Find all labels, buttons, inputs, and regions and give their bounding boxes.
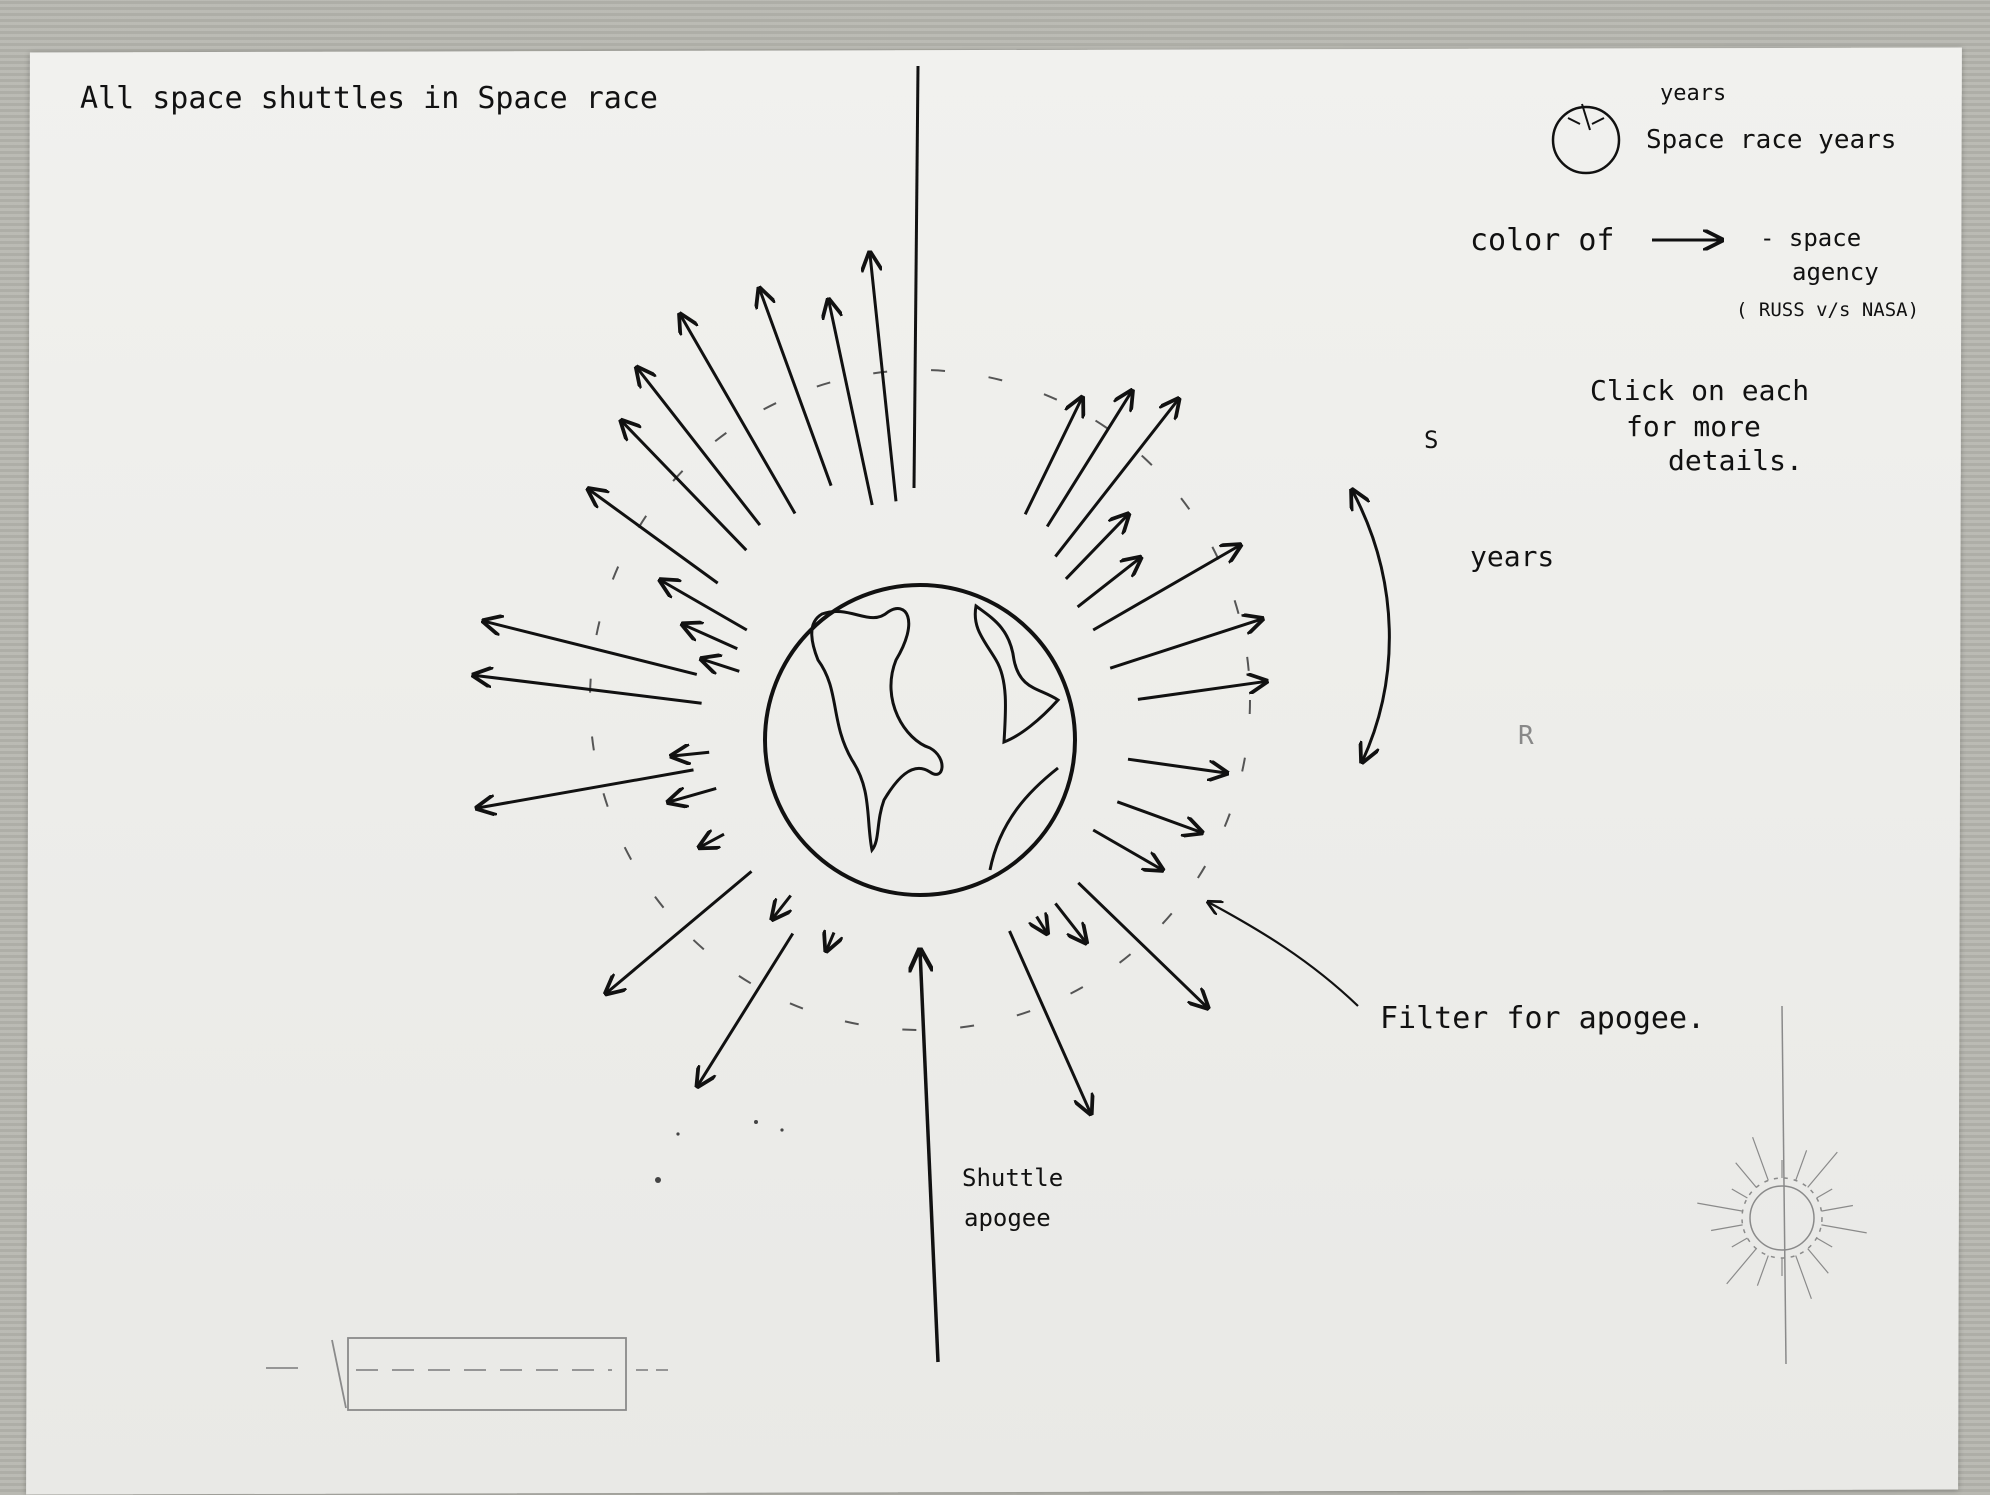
shuttle-arrow[interactable] <box>588 489 719 585</box>
apogee-arrow <box>920 950 940 1363</box>
shuttle-arrow[interactable] <box>660 580 748 632</box>
thumbnail-ray <box>1756 1255 1769 1286</box>
shuttle-arrow[interactable] <box>1023 397 1082 515</box>
thumbnail-ray <box>1795 1150 1808 1181</box>
years-side-label: years <box>1470 540 1554 573</box>
shuttle-arrow[interactable] <box>1092 828 1162 870</box>
years-range-arrow <box>1352 490 1391 762</box>
apogee-label-line1: Shuttle <box>962 1164 1063 1192</box>
thumbnail-ray <box>1731 1237 1748 1248</box>
thumbnail-ray <box>1697 1202 1743 1212</box>
page-title: All space shuttles in Space race <box>80 81 658 116</box>
shuttle-arrow[interactable] <box>1137 681 1267 701</box>
shuttle-arrow[interactable] <box>1054 902 1086 942</box>
thumbnail-ray <box>1807 1248 1829 1274</box>
thumbnail-ray <box>1821 1204 1854 1212</box>
thumbnail-ray <box>1731 1188 1748 1199</box>
pencil-timeline-slider[interactable] <box>266 1337 676 1411</box>
thumbnail-ray <box>1807 1151 1838 1188</box>
shuttle-arrow[interactable] <box>701 659 740 671</box>
shuttle-arrow[interactable] <box>826 933 834 951</box>
thumbnail-ray <box>1735 1162 1757 1188</box>
shuttle-arrow[interactable] <box>671 752 710 756</box>
legend-agency-line3: ( RUSS v/s NASA) <box>1736 299 1919 321</box>
shuttle-arrow[interactable] <box>699 834 725 847</box>
shuttle-arrow[interactable] <box>1064 514 1129 580</box>
top-axis-line <box>912 65 920 489</box>
shuttle-arrow[interactable] <box>473 675 702 705</box>
shuttle-arrow[interactable] <box>1127 757 1227 773</box>
continent-coast <box>988 766 1059 871</box>
thumbnail-ray <box>1795 1255 1812 1300</box>
filter-pointer-arrow <box>1208 902 1359 1007</box>
shuttle-arrow[interactable] <box>683 624 738 651</box>
shuttle-arrow[interactable] <box>1054 399 1178 558</box>
shuttle-arrow[interactable] <box>1076 558 1141 609</box>
shuttle-arrows <box>473 253 1266 1114</box>
thumbnail-ray <box>1821 1224 1867 1234</box>
continent-americas <box>810 607 944 854</box>
thumbnail-ray <box>1752 1136 1769 1181</box>
legend-space-race-years: Space race years <box>1646 125 1896 155</box>
r-mark-label: R <box>1518 721 1534 751</box>
shuttle-arrow[interactable] <box>606 870 753 993</box>
click-note-line3: details. <box>1668 444 1803 477</box>
shuttle-arrow[interactable] <box>1109 619 1262 670</box>
legend-agency-line1: - space <box>1760 224 1861 252</box>
shuttle-arrow[interactable] <box>829 300 874 506</box>
shuttle-arrow[interactable] <box>1077 881 1207 1008</box>
shuttle-arrow[interactable] <box>1008 930 1091 1114</box>
shuttle-arrow[interactable] <box>1037 917 1048 934</box>
earth-globe <box>763 583 1077 897</box>
shuttle-arrow[interactable] <box>697 932 795 1087</box>
shuttle-arrow[interactable] <box>870 253 898 502</box>
click-note-line1: Click on each <box>1590 374 1809 407</box>
continent-africa <box>973 603 1061 745</box>
filter-apogee-label[interactable]: Filter for apogee. <box>1380 1001 1705 1036</box>
shuttle-arrow[interactable] <box>668 788 717 802</box>
legend-years-small: years <box>1660 81 1726 106</box>
shuttle-arrow[interactable] <box>1116 800 1202 833</box>
s-mark-label: S <box>1424 426 1438 454</box>
shuttle-arrow[interactable] <box>1045 391 1132 528</box>
shuttle-arrow[interactable] <box>772 894 791 920</box>
shuttle-arrow[interactable] <box>1092 545 1240 632</box>
legend-color-of: color of <box>1470 223 1615 258</box>
legend-agency-line2: agency <box>1792 258 1879 286</box>
ink-specks <box>655 1120 784 1183</box>
shuttle-arrow[interactable] <box>637 368 762 527</box>
thumbnail-ray <box>1710 1224 1743 1232</box>
shuttle-arrow[interactable] <box>483 621 698 676</box>
shuttle-arrow[interactable] <box>759 288 833 487</box>
earth-outline <box>763 583 1077 897</box>
apogee-label-line2: apogee <box>964 1204 1051 1232</box>
shuttle-arrow[interactable] <box>680 314 797 515</box>
thumbnail-ray <box>1726 1248 1757 1285</box>
thumbnail-ray <box>1816 1237 1833 1248</box>
thumbnail-rays <box>1697 1136 1867 1300</box>
shuttle-arrow[interactable] <box>477 768 694 808</box>
years-legend-icon <box>1551 103 1621 175</box>
orbit-ring <box>589 369 1251 1031</box>
thumbnail-ray <box>1816 1188 1833 1199</box>
shuttle-arrow[interactable] <box>621 421 748 552</box>
click-note-line2: for more <box>1626 410 1761 443</box>
